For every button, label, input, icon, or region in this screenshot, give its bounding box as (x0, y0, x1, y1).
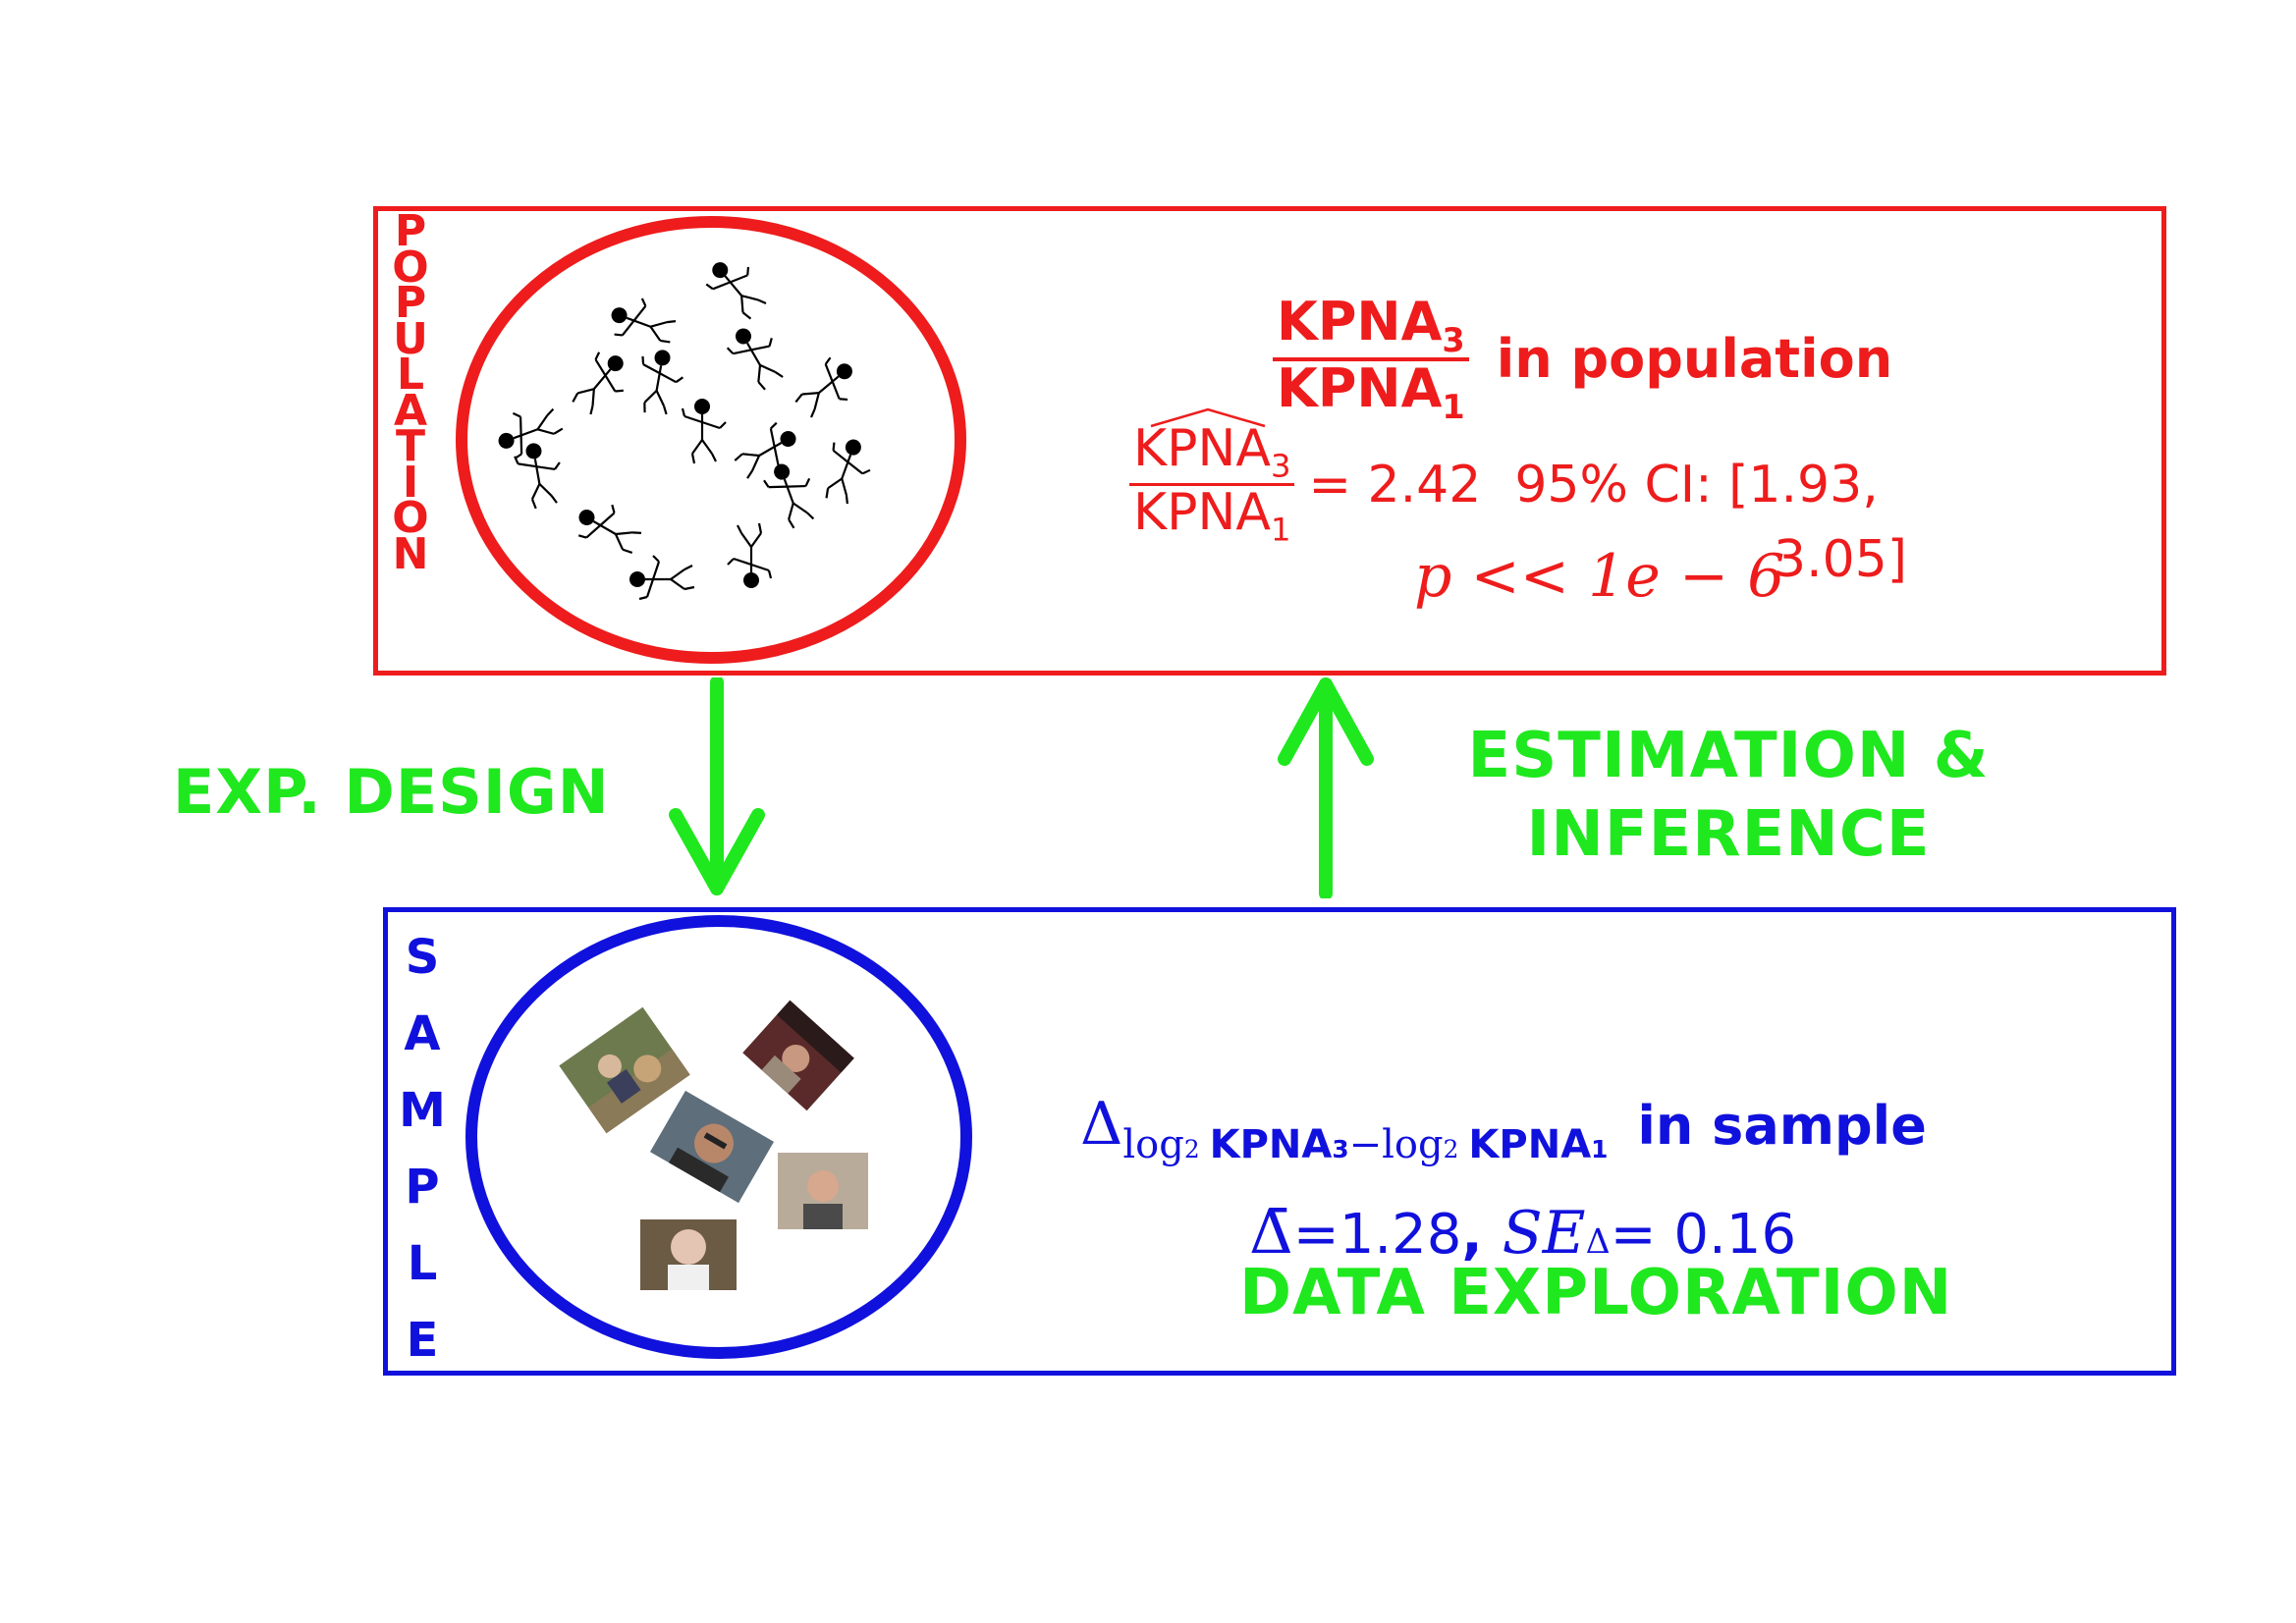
population-title-label: in population (1496, 328, 1893, 391)
ratio-numerator-sub: 3 (1442, 320, 1465, 359)
side-label-letter: L (407, 1236, 438, 1291)
person-photo-icon (778, 1153, 868, 1229)
stick-figure-icon (628, 554, 696, 601)
estimate-ratio: KPNA3 KPNA1 (1129, 407, 1295, 549)
side-label-letter: A (393, 385, 428, 436)
stick-figure-icon (759, 455, 825, 534)
stick-figure-icon (698, 247, 777, 328)
ratio-denominator: KPNA (1277, 356, 1443, 419)
estimate-numerator-sub: 3 (1270, 447, 1291, 485)
delta-symbol: Δ (1080, 1090, 1123, 1159)
stick-figure-icon (721, 316, 793, 397)
down-arrow-icon (669, 677, 765, 895)
side-label-letter: A (404, 1006, 441, 1061)
side-label-letter: P (394, 278, 427, 328)
estimate-value: = 2.42 (1308, 455, 1482, 514)
population-estimate: KPNA3 KPNA1 = 2.42 95% CI: [1.93, (1129, 407, 1879, 549)
delta-subscript: log 2 KPNA 3 − log 2 KPNA 1 (1122, 1122, 1608, 1167)
ratio-denominator-sub: 1 (1442, 387, 1465, 426)
side-label-letter: S (405, 930, 440, 985)
estimate-denominator: KPNA (1133, 483, 1271, 543)
side-label-letter: P (394, 206, 427, 256)
stick-figure-icon (726, 521, 773, 590)
stick-figure-icon (814, 432, 880, 511)
log-label: log (1382, 1122, 1444, 1167)
stick-figure-icon (787, 350, 867, 428)
stick-figure-icon (563, 343, 640, 424)
side-label-letter: O (392, 242, 429, 293)
stick-figure-icon (728, 416, 808, 489)
inference-label: INFERENCE (1526, 798, 1931, 871)
side-label-letter: T (395, 421, 425, 471)
gene-b: KPNA (1468, 1122, 1592, 1167)
side-label-letter: N (392, 528, 429, 579)
population-ellipse (456, 216, 966, 664)
sample-title-label: in sample (1637, 1095, 1927, 1157)
person-photo-icon (640, 1219, 737, 1290)
side-label-letter: E (406, 1313, 439, 1368)
person-photo-icon (742, 1000, 854, 1111)
estimate-numerator: KPNA (1133, 419, 1271, 478)
data-exploration-label: DATA EXPLORATION (1239, 1257, 1953, 1329)
up-arrow-icon (1278, 677, 1374, 898)
population-ellipse-outline (456, 216, 966, 664)
side-label-letter: O (392, 493, 429, 543)
log-base: 2 (1183, 1135, 1200, 1163)
side-label-letter: L (396, 350, 425, 400)
estimation-inference-label: ESTIMATION & INFERENCE (1414, 717, 2043, 874)
side-label-letter: U (393, 313, 428, 364)
person-photo-icon (559, 1006, 690, 1134)
mean-delta-symbol: Δ̄ (1249, 1196, 1293, 1268)
stick-figure-icon (631, 345, 688, 419)
log-label: log (1122, 1122, 1184, 1167)
stick-figure-icon (681, 397, 728, 465)
side-label-letter: I (402, 457, 419, 508)
sample-title: Δ log 2 KPNA 3 − log 2 KPNA 1 in sample (1080, 1090, 1927, 1167)
separator: , (1461, 1203, 1483, 1267)
experimental-design-label: EXP. DESIGN (173, 756, 610, 828)
confidence-interval-upper: 3.05] (1774, 530, 1908, 589)
sample-box (383, 907, 2176, 1376)
estimate-denominator-sub: 1 (1270, 511, 1291, 549)
side-label-letter: P (405, 1160, 440, 1215)
stick-figure-icon (604, 289, 683, 354)
person-photo-icon (649, 1090, 775, 1204)
p-value: p << 1e − 6 (1414, 542, 1785, 611)
sample-ellipse-outline (465, 915, 972, 1359)
population-box (373, 206, 2166, 676)
ratio-numerator: KPNA (1277, 291, 1443, 352)
population-ratio: KPNA3 KPNA1 (1273, 294, 1469, 426)
side-label-letter: M (399, 1083, 446, 1138)
stick-figure-icon (569, 492, 649, 565)
mean-delta-value: =1.28 (1292, 1203, 1462, 1267)
standard-error-value: = 0.16 (1610, 1203, 1797, 1267)
minus-sign: − (1348, 1122, 1383, 1167)
population-title: KPNA3 KPNA1 in population (1273, 294, 1893, 426)
estimation-label: ESTIMATION & (1467, 720, 1990, 792)
standard-error-label: SE (1502, 1199, 1586, 1268)
gene-b-sub: 1 (1591, 1135, 1609, 1163)
gene-a: KPNA (1209, 1122, 1333, 1167)
gene-a-sub: 3 (1332, 1135, 1349, 1163)
confidence-interval: 95% CI: [1.93, (1514, 455, 1879, 514)
sample-statistics: Δ̄ =1.28 , SE Δ = 0.16 (1249, 1196, 1796, 1268)
hat-accent (1150, 407, 1266, 428)
standard-error-sub: Δ (1585, 1222, 1611, 1262)
sample-ellipse (465, 915, 972, 1359)
log-base: 2 (1443, 1135, 1459, 1163)
